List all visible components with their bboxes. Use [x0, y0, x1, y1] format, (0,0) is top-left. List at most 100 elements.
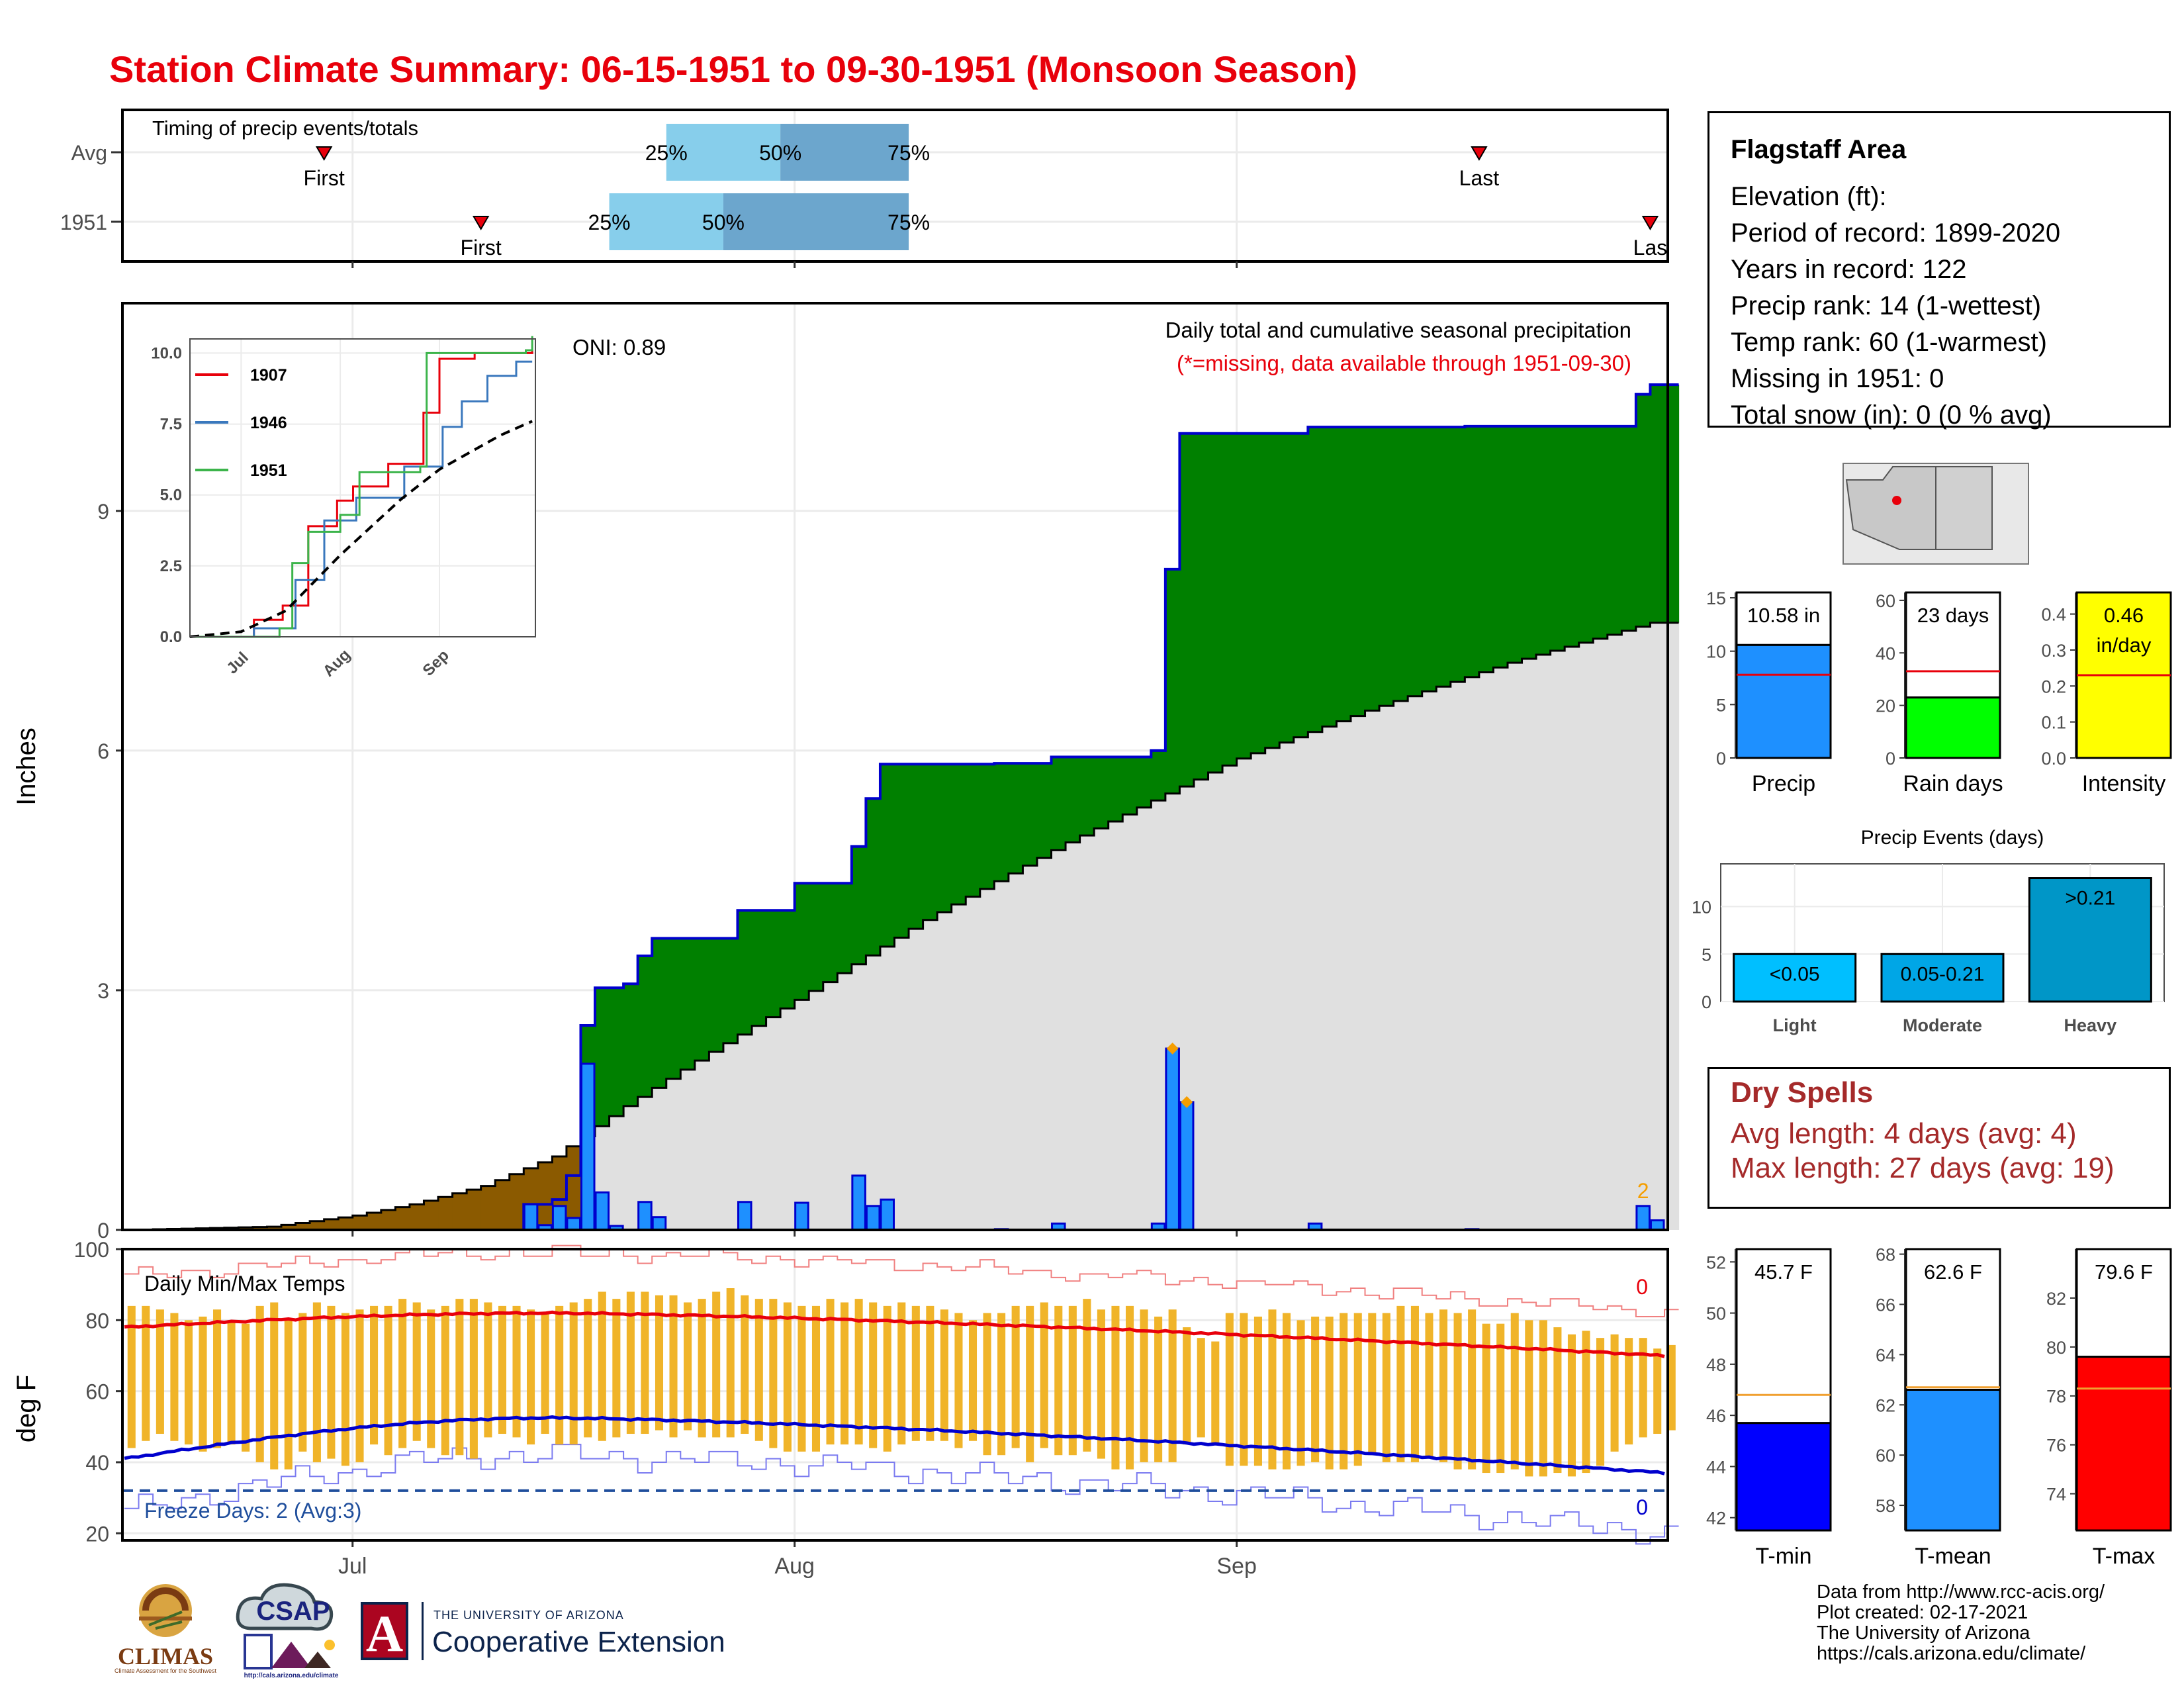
timing-panel-border — [121, 109, 1669, 263]
events-y-tick-label: 5 — [1702, 945, 1711, 964]
above-average-area — [1122, 757, 1138, 815]
cumulative-avg-fill — [837, 973, 852, 1230]
daily-precip-bar — [1165, 1047, 1180, 1231]
precip-total-value-label: 10.58 in — [1747, 604, 1820, 627]
inset-y-tick-label: 5.0 — [160, 487, 182, 504]
above-average-area — [966, 764, 981, 897]
precip-y-axis-label: Inches — [12, 727, 41, 806]
credit-line: Data from http://www.rcc-acis.org/ — [1817, 1581, 2105, 1603]
daily-temp-range-bar — [255, 1305, 264, 1462]
cumulative-avg-fill — [1222, 765, 1238, 1230]
above-average-area — [1365, 427, 1380, 711]
t-mean-y-tick-label: 68 — [1876, 1245, 1895, 1265]
station-info-box: Flagstaff Area Elevation (ft): Period of… — [1707, 111, 2171, 430]
first-event-marker — [315, 146, 333, 161]
daily-temp-range-bar — [1054, 1305, 1063, 1456]
below-average-area — [566, 1146, 582, 1176]
daily-temp-range-bar — [1325, 1316, 1334, 1470]
above-average-area — [1193, 433, 1209, 780]
cumulative-avg-fill — [1393, 701, 1408, 1230]
above-average-area — [1393, 427, 1408, 702]
cumulative-avg-fill — [1408, 696, 1423, 1230]
above-average-area — [823, 883, 838, 982]
cumulative-avg-fill — [1208, 773, 1223, 1230]
cumulative-avg-fill — [1108, 821, 1123, 1230]
above-average-area — [1308, 427, 1323, 732]
timing-row-label: 1951 — [60, 211, 107, 234]
timing-q75-label: 75% — [887, 141, 930, 165]
t-min-y-tick-label: 44 — [1706, 1457, 1726, 1477]
credit-line: Plot created: 02-17-2021 — [1817, 1602, 2028, 1623]
cumulative-avg-fill — [979, 888, 995, 1230]
above-average-area — [623, 984, 639, 1106]
intensity-axis-label: Intensity — [2082, 771, 2166, 796]
above-average-area — [894, 764, 909, 938]
above-average-area — [1036, 763, 1052, 859]
daily-temp-range-bar — [1083, 1299, 1091, 1452]
t-mean-y-tick-label: 64 — [1876, 1345, 1895, 1365]
above-average-area — [637, 956, 653, 1098]
t-min-y-tick-label: 46 — [1706, 1406, 1726, 1426]
daily-temp-range-bar — [1297, 1320, 1305, 1466]
t-max-y-tick-label: 74 — [2046, 1485, 2066, 1505]
cumulative-avg-fill — [1365, 710, 1380, 1230]
above-average-area — [680, 938, 696, 1070]
temp-y-tick-label: 80 — [85, 1309, 109, 1333]
daily-temp-range-bar — [712, 1291, 721, 1438]
dry-spells-avg: Avg length: 4 days (avg: 4) — [1731, 1117, 2077, 1150]
daily-temp-range-bar — [284, 1320, 293, 1470]
timing-q50-label: 50% — [702, 211, 745, 234]
above-average-area — [1450, 427, 1465, 682]
cumulative-avg-fill — [1607, 634, 1622, 1230]
above-average-area — [1208, 433, 1223, 773]
above-average-area — [1565, 426, 1580, 647]
above-average-area — [1151, 750, 1166, 801]
temp-panel-border — [121, 1248, 1669, 1542]
cumulative-avg-fill — [694, 1060, 709, 1230]
daily-temp-range-bar — [1253, 1316, 1262, 1466]
daily-precip-bar — [880, 1198, 895, 1231]
temp-y-tick-label: 40 — [85, 1451, 109, 1475]
daily-temp-range-bar — [1468, 1309, 1477, 1470]
climas-logo: CLIMAS Climate Assessment for the Southw… — [109, 1579, 222, 1678]
below-average-area — [495, 1180, 510, 1230]
t-max-bar — [2075, 1356, 2172, 1532]
cumulative-avg-fill — [1635, 626, 1651, 1230]
intensity-y-tick-label: 0.0 — [2041, 749, 2066, 769]
above-average-area — [1507, 426, 1523, 663]
daily-precip-bar — [523, 1203, 539, 1231]
t-min-value-label: 45.7 F — [1754, 1260, 1813, 1284]
precip-chart-title: Daily total and cumulative seasonal prec… — [1165, 318, 1631, 342]
intensity-y-tick-label: 0.3 — [2041, 641, 2066, 661]
t-min-y-tick-label: 48 — [1706, 1355, 1726, 1375]
daily-temp-range-bar — [427, 1309, 435, 1448]
daily-temp-range-bar — [841, 1302, 849, 1445]
daily-temp-range-bar — [170, 1313, 179, 1441]
above-average-area — [1479, 426, 1494, 673]
rain-days-y-tick-label: 60 — [1876, 591, 1895, 611]
daily-temp-range-bar — [797, 1305, 806, 1452]
info-line: Elevation (ft): — [1731, 182, 1887, 211]
above-average-area — [1350, 427, 1366, 716]
precip-total-y-tick-label: 0 — [1716, 749, 1726, 769]
t-min-y-tick-label: 52 — [1706, 1252, 1726, 1272]
t-mean-y-tick-label: 60 — [1876, 1446, 1895, 1466]
last-event-label: Las — [1633, 236, 1668, 259]
daily-temp-range-bar — [1026, 1305, 1034, 1462]
daily-temp-range-bar — [1410, 1305, 1419, 1462]
below-average-area — [352, 1215, 367, 1230]
cumulative-avg-fill — [909, 929, 924, 1230]
t-max-y-tick-label: 76 — [2046, 1436, 2066, 1456]
daily-temp-range-bar — [455, 1299, 464, 1456]
credit-line: The University of Arizona — [1817, 1622, 2030, 1644]
daily-temp-range-bar — [997, 1313, 1006, 1456]
daily-temp-range-bar — [1340, 1313, 1348, 1470]
below-average-area — [467, 1190, 482, 1230]
cumulative-avg-fill — [537, 1204, 553, 1230]
cumulative-avg-fill — [1251, 753, 1266, 1230]
daily-temp-range-bar — [412, 1302, 421, 1441]
precip-count-label: 2 — [1637, 1179, 1649, 1203]
t-mean-bar — [1905, 1389, 2001, 1532]
daily-temp-range-bar — [555, 1305, 564, 1445]
daily-temp-range-bar — [1097, 1309, 1105, 1459]
